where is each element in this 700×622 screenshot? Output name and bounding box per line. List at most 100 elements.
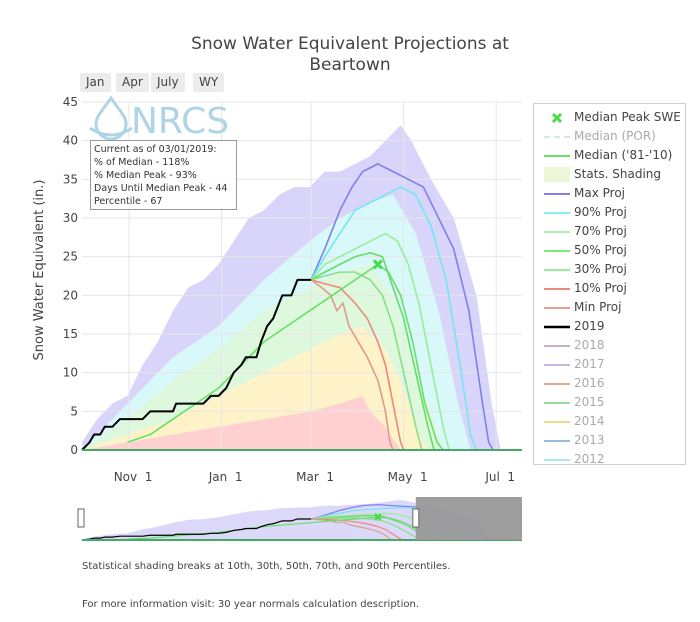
x-tick-label-jul-1: Jul 1 <box>484 470 515 484</box>
legend-label: 2013 <box>574 433 605 447</box>
legend-swatch-icon <box>544 167 570 182</box>
info-line-days-until-peak: Days Until Median Peak - 44 <box>94 183 228 194</box>
median-peak-x-stroke-b <box>372 259 383 270</box>
legend-swatch-icon <box>544 193 570 195</box>
legend-item-2019[interactable]: 2019 <box>534 317 686 336</box>
legend-swatch-icon <box>544 212 570 214</box>
navigator-series-30-proj <box>311 517 423 541</box>
info-line-percentile: Percentile - 67 <box>94 196 163 207</box>
legend-swatch-icon <box>551 112 563 124</box>
y-tick-label-0: 0 <box>70 443 78 457</box>
navigator-series-2019 <box>81 518 312 541</box>
legend-item-2013[interactable]: 2013 <box>534 431 686 450</box>
nrcs-logo: NRCS <box>89 95 229 142</box>
current-status-box: Current as of 03/01/2019: % of Median - … <box>90 140 237 210</box>
legend-swatch-icon <box>544 325 570 329</box>
legend-item-median-81-10[interactable]: Median ('81-'10) <box>534 146 686 165</box>
legend-swatch-icon <box>544 383 570 385</box>
series-2019[interactable] <box>81 278 312 451</box>
legend-item-median-por[interactable]: Median (POR) <box>534 127 686 146</box>
legend-item-50-proj[interactable]: 50% Proj <box>534 241 686 260</box>
legend-item-2012[interactable]: 2012 <box>534 450 686 469</box>
navigator-mask-right <box>415 497 522 540</box>
legend-item-min-proj[interactable]: Min Proj <box>534 298 686 317</box>
series-median-81-10[interactable] <box>127 263 444 451</box>
series-90-proj[interactable] <box>310 186 478 451</box>
series-30-proj[interactable] <box>310 271 423 451</box>
legend-label: 10% Proj <box>574 281 627 295</box>
series-lines <box>81 163 494 451</box>
median-peak-marker[interactable] <box>372 259 383 270</box>
chart-title-line2: Beartown <box>309 55 391 75</box>
legend-item-2014[interactable]: 2014 <box>534 412 686 431</box>
navigator-handle-right[interactable] <box>412 508 420 528</box>
legend-swatch-icon <box>544 421 570 423</box>
legend-item-max-proj[interactable]: Max Proj <box>534 184 686 203</box>
legend-item-70-proj[interactable]: 70% Proj <box>534 222 686 241</box>
y-tick-label-40: 40 <box>63 134 78 148</box>
navigator-shading <box>82 499 522 540</box>
nrcs-logo-text: NRCS <box>131 101 229 142</box>
x-tick-label-nov-1: Nov 1 <box>114 470 153 484</box>
band-stats-shading-10 <box>82 395 522 450</box>
legend-swatch-icon <box>544 440 570 442</box>
legend-swatch-icon <box>544 231 570 233</box>
info-line-current: Current as of 03/01/2019: <box>94 144 217 155</box>
legend-item-stats-shading[interactable]: Stats. Shading <box>534 165 686 184</box>
y-tick-label-35: 35 <box>63 172 78 186</box>
chart-legend: Median Peak SWE Median (POR) Median ('81-'… <box>533 103 686 466</box>
range-button-apr[interactable]: Apr <box>116 73 149 92</box>
legend-item-median-peak-swe[interactable]: Median Peak SWE <box>534 108 686 127</box>
x-tick-label-jan-1: Jan 1 <box>208 470 243 484</box>
legend-item-10-proj[interactable]: 10% Proj <box>534 279 686 298</box>
legend-label: Median Peak SWE <box>574 110 681 124</box>
legend-swatch-icon <box>544 345 570 347</box>
navigator-handle-left[interactable] <box>77 508 85 528</box>
legend-label: 2018 <box>574 338 605 352</box>
series-max-proj[interactable] <box>310 163 494 451</box>
chart-title-line1: Snow Water Equivalent Projections at <box>191 34 509 54</box>
y-tick-label-10: 10 <box>63 366 78 380</box>
y-tick-label-15: 15 <box>63 327 78 341</box>
range-button-wy[interactable]: WY <box>193 73 225 92</box>
legend-label: Min Proj <box>574 300 622 314</box>
series-50-proj[interactable] <box>310 252 435 451</box>
band-stats-shading-10-30 <box>82 326 522 450</box>
footnote-more-info[interactable]: For more information visit: 30 year norm… <box>82 599 420 610</box>
info-line-pct-median: % of Median - 118% <box>94 157 190 168</box>
series-70-proj[interactable] <box>310 232 450 451</box>
water-drop-icon <box>89 95 133 141</box>
info-line-pct-median-peak: % Median Peak - 93% <box>94 170 197 181</box>
navigator-series-10-proj <box>311 518 404 541</box>
y-tick-label-45: 45 <box>63 95 78 109</box>
range-button-july[interactable]: July <box>151 73 185 92</box>
y-tick-label-5: 5 <box>70 404 78 418</box>
x-tick-label-may-1: May 1 <box>388 470 428 484</box>
legend-item-2017[interactable]: 2017 <box>534 355 686 374</box>
legend-item-2018[interactable]: 2018 <box>534 336 686 355</box>
legend-item-30-proj[interactable]: 30% Proj <box>534 260 686 279</box>
band-stats-shading-90 <box>82 125 522 450</box>
legend-label: Median ('81-'10) <box>574 148 673 162</box>
legend-item-90-proj[interactable]: 90% Proj <box>534 203 686 222</box>
band-stats-shading-70-90 <box>82 194 522 450</box>
legend-swatch-icon <box>544 459 570 461</box>
legend-swatch-icon <box>544 155 570 157</box>
legend-label: 2015 <box>574 395 605 409</box>
range-button-jan[interactable]: Jan <box>80 73 111 92</box>
legend-swatch-icon <box>544 269 570 271</box>
legend-item-2015[interactable]: 2015 <box>534 393 686 412</box>
navigator: ✖ <box>77 497 522 541</box>
legend-swatch-icon <box>544 288 570 290</box>
footnote-shading: Statistical shading breaks at 10th, 30th… <box>82 561 451 572</box>
series-10-proj[interactable] <box>310 279 405 451</box>
legend-label: 2016 <box>574 376 605 390</box>
legend-label: 90% Proj <box>574 205 627 219</box>
legend-label: 50% Proj <box>574 243 627 257</box>
legend-label: 70% Proj <box>574 224 627 238</box>
y-tick-label-25: 25 <box>63 250 78 264</box>
legend-label: Stats. Shading <box>574 167 662 181</box>
legend-item-2016[interactable]: 2016 <box>534 374 686 393</box>
series-min-proj[interactable] <box>310 279 394 451</box>
